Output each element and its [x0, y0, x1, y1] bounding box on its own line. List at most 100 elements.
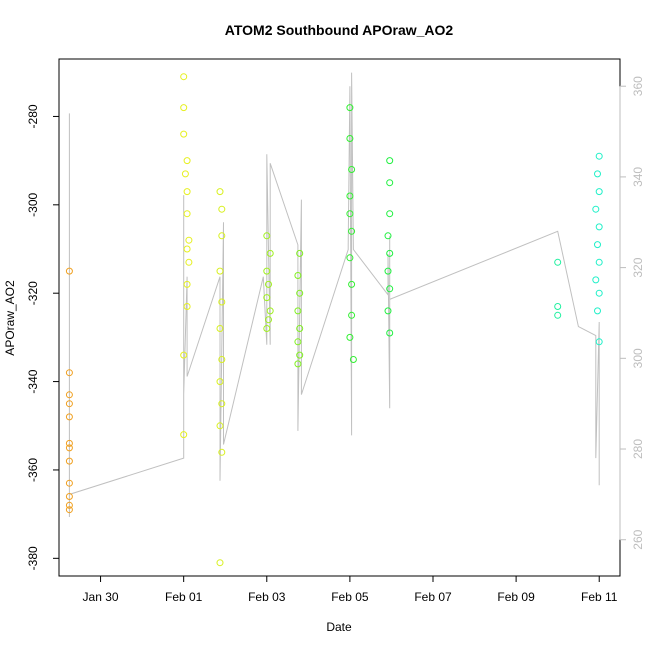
data-point: [180, 431, 188, 439]
data-point: [296, 249, 304, 257]
series-line: [68, 72, 600, 517]
data-point: [594, 170, 601, 178]
point-layer: [65, 73, 603, 567]
data-point: [296, 289, 304, 297]
chart-title: ATOM2 Southbound APOraw_AO2: [225, 22, 454, 38]
data-point: [386, 210, 394, 218]
data-point: [65, 391, 73, 399]
data-point: [349, 356, 357, 363]
data-point: [65, 457, 73, 465]
data-point: [386, 329, 394, 337]
data-point: [266, 249, 274, 257]
data-point: [263, 232, 271, 240]
data-point: [594, 307, 601, 315]
data-point: [384, 232, 392, 240]
data-point: [65, 506, 73, 514]
data-point: [386, 249, 394, 257]
x-tick-label: Feb 03: [248, 590, 286, 604]
data-point: [386, 179, 394, 187]
data-point: [296, 325, 304, 332]
data-point: [265, 316, 272, 324]
data-point: [386, 157, 394, 165]
data-point: [216, 422, 224, 430]
x-tick-label: Feb 05: [331, 590, 369, 604]
data-point: [183, 188, 191, 196]
data-point: [65, 267, 73, 275]
y2-tick-label: 300: [631, 348, 645, 368]
data-point: [346, 135, 354, 142]
data-point: [384, 307, 392, 315]
data-point: [218, 205, 226, 213]
data-point: [595, 338, 603, 346]
data-point: [216, 325, 224, 332]
data-point: [183, 157, 191, 165]
line-layer: [68, 72, 600, 517]
data-point: [65, 501, 73, 509]
data-point: [266, 307, 274, 315]
y-tick-label: -340: [26, 369, 40, 393]
data-point: [180, 351, 188, 359]
data-point: [595, 258, 603, 266]
data-point: [595, 223, 603, 231]
data-point: [65, 400, 73, 408]
y2-axis: 260 280 300 320 340 360: [619, 76, 645, 550]
data-point: [183, 303, 191, 310]
data-point: [216, 378, 224, 386]
x-tick-label: Feb 07: [414, 590, 452, 604]
data-point: [348, 166, 356, 173]
data-point: [183, 280, 191, 288]
y-axis-label: APOraw_AO2: [3, 280, 17, 356]
data-point: [595, 188, 603, 196]
data-point: [294, 338, 302, 346]
y2-tick-label: 340: [631, 167, 645, 187]
data-point: [594, 241, 601, 249]
y2-tick-label: 280: [631, 439, 645, 459]
data-point: [386, 285, 394, 293]
data-point: [294, 360, 302, 368]
y2-tick-label: 320: [631, 257, 645, 277]
data-point: [294, 272, 302, 279]
data-point: [592, 205, 600, 213]
y-tick-label: -280: [26, 104, 40, 128]
data-point: [183, 210, 191, 218]
data-point: [65, 369, 73, 377]
data-point: [218, 448, 226, 456]
data-point: [65, 413, 73, 421]
x-tick-label: Feb 11: [581, 590, 618, 604]
data-point: [348, 280, 356, 288]
data-point: [216, 188, 224, 196]
data-point: [218, 356, 226, 363]
data-point: [348, 311, 356, 319]
data-point: [384, 267, 392, 275]
data-point: [218, 400, 226, 408]
data-point: [185, 236, 193, 244]
y-tick-label: -360: [26, 458, 40, 482]
data-point: [296, 351, 304, 359]
data-point: [554, 258, 562, 266]
data-point: [346, 192, 354, 200]
data-point: [216, 267, 224, 275]
data-point: [181, 170, 189, 178]
data-point: [65, 493, 73, 500]
data-point: [263, 267, 271, 275]
data-point: [180, 73, 188, 81]
x-tick-label: Feb 09: [497, 590, 535, 604]
plot-frame: [58, 58, 621, 577]
data-point: [65, 479, 73, 487]
data-point: [346, 254, 354, 262]
data-point: [346, 210, 354, 218]
y2-tick-label: 360: [631, 76, 645, 96]
data-point: [263, 294, 271, 302]
y-tick-label: -380: [26, 546, 40, 570]
data-point: [65, 444, 73, 452]
data-point: [595, 152, 603, 160]
data-point: [263, 325, 271, 332]
data-point: [183, 245, 191, 253]
y-tick-label: -320: [26, 281, 40, 305]
data-point: [592, 276, 600, 284]
data-point: [180, 104, 188, 112]
y2-tick-label: 260: [631, 529, 645, 549]
y-tick-label: -300: [26, 192, 40, 216]
data-point: [294, 307, 302, 315]
